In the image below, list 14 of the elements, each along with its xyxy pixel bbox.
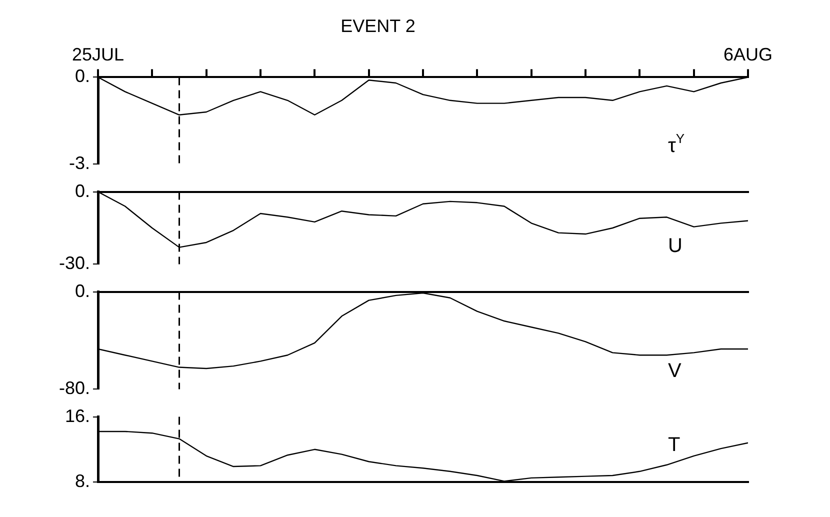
series-label: V <box>668 360 682 382</box>
y-tick-label: 16. <box>64 406 90 426</box>
series-label: U <box>668 235 682 258</box>
x-tick-label: 25JUL <box>72 44 124 64</box>
y-tick-label: 0. <box>74 66 90 86</box>
y-tick-label: -80. <box>58 378 90 398</box>
y-tick-label: -3. <box>68 153 90 174</box>
x-tick-label: 6AUG <box>723 44 773 64</box>
y-tick-label: 0. <box>74 280 90 301</box>
series-label: T <box>668 434 680 456</box>
chart-title: EVENT 2 <box>340 16 416 36</box>
y-tick-label: 8. <box>74 470 90 491</box>
y-tick-label: -30. <box>58 253 90 274</box>
y-tick-label: 0. <box>74 180 90 201</box>
